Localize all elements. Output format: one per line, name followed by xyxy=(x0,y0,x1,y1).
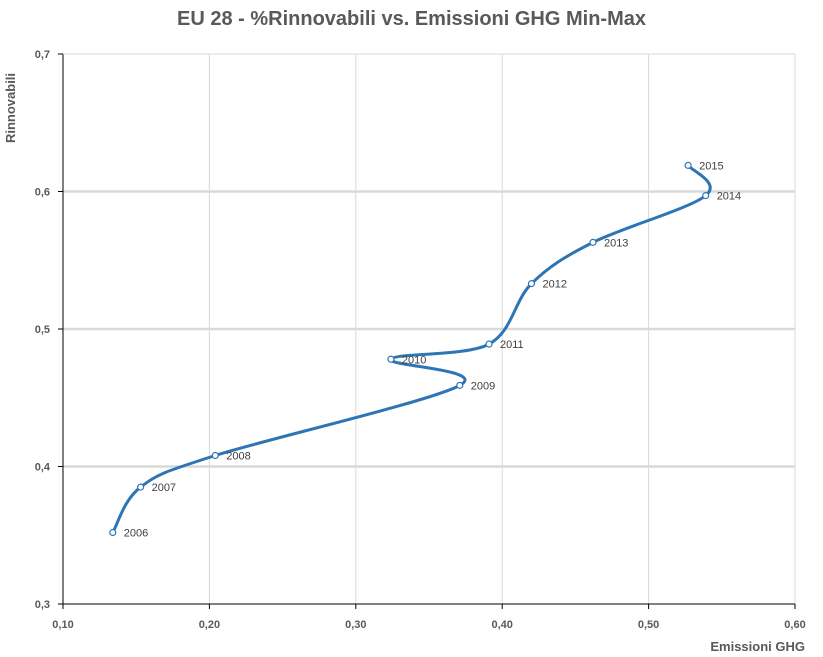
data-label: 2015 xyxy=(699,160,723,172)
series-line xyxy=(111,164,712,534)
x-tick-label: 0,30 xyxy=(345,619,366,631)
data-point xyxy=(702,192,710,200)
data-point xyxy=(527,280,536,288)
data-label: 2009 xyxy=(471,380,495,392)
tick-labels: 0,3 0,4 0,5 0,6 0,7 0,10 0,20 0,30 0,40 0,50 0,60 xyxy=(35,49,806,631)
y-tick-label: 0,4 xyxy=(35,462,51,474)
y-tick-label: 0,3 xyxy=(35,599,50,611)
x-axis-label: Emissioni GHG xyxy=(710,639,805,654)
data-label: 2008 xyxy=(226,451,250,463)
grid-lines xyxy=(63,54,796,604)
x-tick-label: 0,50 xyxy=(638,619,659,631)
data-label: 2014 xyxy=(717,191,741,203)
y-tick-label: 0,5 xyxy=(35,324,50,336)
x-tick-label: 0,20 xyxy=(199,619,220,631)
data-point xyxy=(589,238,597,246)
data-label: 2012 xyxy=(542,279,566,291)
data-point xyxy=(684,161,692,169)
data-point xyxy=(211,451,219,460)
data-label: 2007 xyxy=(152,482,176,494)
y-axis-label: Rinnovabili xyxy=(3,73,18,143)
axes xyxy=(58,53,796,609)
x-tick-label: 0,60 xyxy=(784,619,805,631)
data-label: 2011 xyxy=(500,339,524,351)
data-point xyxy=(136,483,145,491)
y-tick-label: 0,7 xyxy=(35,49,50,61)
data-point xyxy=(456,381,464,389)
data-point xyxy=(387,355,395,363)
x-tick-label: 0,40 xyxy=(491,619,512,631)
x-tick-label: 0,10 xyxy=(52,619,73,631)
data-label: 2006 xyxy=(124,528,148,540)
data-point xyxy=(109,528,117,537)
data-label: 2010 xyxy=(402,354,426,366)
chart-title: EU 28 - %Rinnovabili vs. Emissioni GHG M… xyxy=(177,8,646,30)
y-tick-label: 0,6 xyxy=(35,187,50,199)
data-label: 2013 xyxy=(604,237,628,249)
data-point xyxy=(485,340,493,348)
data-points: 2006 2007 2008 2009 2010 2011 2012 2013 2014 2015 xyxy=(109,160,741,540)
